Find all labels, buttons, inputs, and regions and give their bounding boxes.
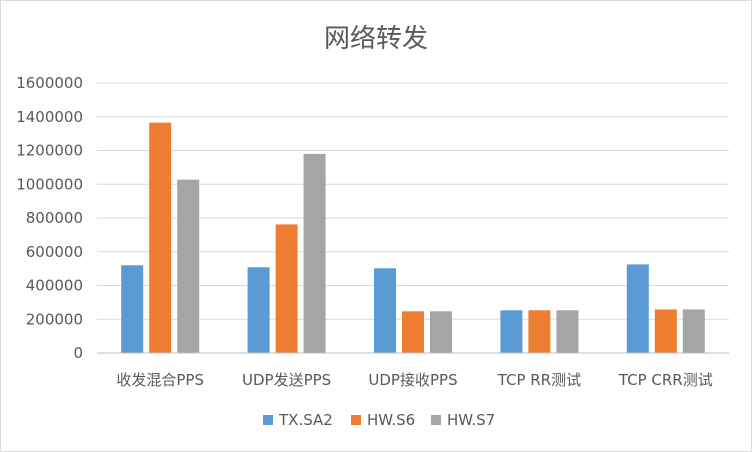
bar <box>528 310 551 353</box>
bars <box>121 122 705 353</box>
legend-swatch <box>431 415 441 425</box>
bar <box>500 310 523 353</box>
y-tick-label: 1400000 <box>16 108 83 126</box>
x-tick-label: UDP接收PPS <box>368 371 457 389</box>
legend-label: HW.S7 <box>447 411 495 429</box>
gridlines <box>97 82 729 320</box>
chart-title: 网络转发 <box>324 24 428 54</box>
x-tick-label: UDP发送PPS <box>242 371 331 389</box>
y-tick-label: 200000 <box>26 310 83 328</box>
bar <box>626 264 649 353</box>
y-tick-label: 400000 <box>26 277 83 295</box>
x-tick-label: TCP CRR测试 <box>618 371 713 389</box>
y-tick-label: 1000000 <box>16 175 83 193</box>
bar <box>121 265 144 353</box>
bar <box>177 179 200 353</box>
bar <box>682 309 705 353</box>
legend-label: HW.S6 <box>367 411 415 429</box>
bar <box>149 122 172 353</box>
legend-swatch <box>351 415 361 425</box>
y-tick-label: 800000 <box>26 209 83 227</box>
bar <box>374 268 396 353</box>
bar <box>430 311 452 353</box>
x-axis: 收发混合PPS UDP发送PPS UDP接收PPS TCP RR测试 TCP CRR测试 <box>97 352 729 389</box>
y-tick-label: 600000 <box>26 243 83 261</box>
y-tick-label: 1200000 <box>16 142 83 160</box>
bar <box>303 153 326 353</box>
bar <box>654 309 677 353</box>
bar <box>247 267 270 353</box>
legend-label: TX.SA2 <box>278 411 333 429</box>
y-tick-label: 1600000 <box>16 74 83 92</box>
bar <box>402 311 424 353</box>
x-tick-label: TCP RR测试 <box>497 371 581 389</box>
legend: TX.SA2 HW.S6 HW.S7 <box>263 411 495 429</box>
y-tick-label: 0 <box>73 344 83 362</box>
x-tick-label: 收发混合PPS <box>116 371 204 389</box>
legend-swatch <box>263 415 273 425</box>
y-axis-ticks: 0 200000 400000 600000 800000 1000000 1200000 1… <box>16 74 83 362</box>
bar <box>556 310 579 353</box>
bar <box>275 224 298 353</box>
